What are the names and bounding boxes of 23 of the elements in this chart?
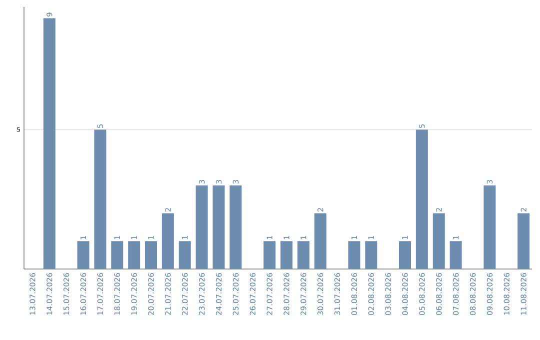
bar [196,185,208,269]
bar [484,185,496,269]
bar [145,241,157,269]
bar [450,241,462,269]
bar [43,18,56,269]
bar [348,241,360,269]
bar [280,241,292,269]
bar [365,241,378,269]
bar [399,241,412,269]
bar [178,241,191,269]
bar [111,241,124,269]
bar [264,241,276,269]
bar [94,130,106,269]
bar [212,185,225,269]
bar [518,213,530,269]
bar [77,241,90,269]
bar [128,241,140,269]
bar [230,185,242,269]
bar [432,213,445,269]
bar [314,213,326,269]
bar [297,241,310,269]
bar [416,130,428,269]
bar [162,213,174,269]
